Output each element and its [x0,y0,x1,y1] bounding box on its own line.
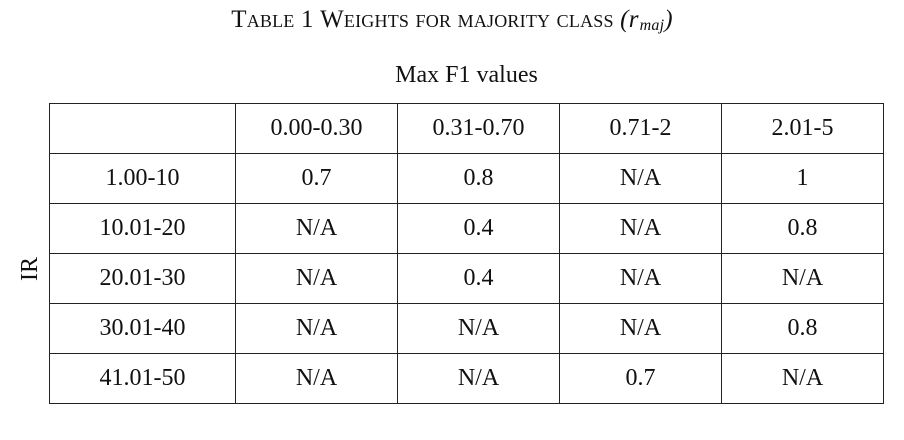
row-group-label: IR [17,257,43,281]
row-label: 41.01-50 [49,353,236,404]
table-body: 0.00-0.30 0.31-0.70 0.71-2 2.01-5 1.00-1… [49,103,884,404]
table-row: 30.01-40 N/A N/A N/A 0.8 [49,303,884,354]
table-row: 20.01-30 N/A 0.4 N/A N/A [49,253,884,304]
table-cell: N/A [559,253,722,304]
weights-table: 0.00-0.30 0.31-0.70 0.71-2 2.01-5 1.00-1… [49,103,884,404]
table-cell: N/A [559,303,722,354]
table-cell: N/A [559,203,722,254]
row-label: 30.01-40 [49,303,236,354]
table-cell: N/A [397,303,560,354]
row-label: 10.01-20 [49,203,236,254]
caption-title: Weights for majority class [320,6,614,33]
header-row: 0.00-0.30 0.31-0.70 0.71-2 2.01-5 [49,103,884,154]
row-label: 1.00-10 [49,153,236,204]
caption-symbol: (rmaj) [620,6,673,34]
table-cell: N/A [235,353,398,404]
table-cell: 0.4 [397,203,560,254]
caption-symbol-close: ) [664,6,673,33]
column-header: 0.31-0.70 [397,103,560,154]
column-group-label: Max F1 values [395,62,538,88]
column-header: 0.71-2 [559,103,722,154]
table-cell: 0.8 [397,153,560,204]
caption-label: Table 1 [231,6,314,33]
table-cell: 0.7 [559,353,722,404]
table-row: 41.01-50 N/A N/A 0.7 N/A [49,353,884,404]
column-header: 0.00-0.30 [235,103,398,154]
table-cell: 1 [721,153,884,204]
table-cell: N/A [721,353,884,404]
table-cell: 0.8 [721,203,884,254]
table-row: 1.00-10 0.7 0.8 N/A 1 [49,153,884,204]
table-cell: N/A [235,253,398,304]
table-row: 10.01-20 N/A 0.4 N/A 0.8 [49,203,884,254]
caption-symbol-base: r [628,6,639,33]
caption-symbol-open: ( [620,6,629,33]
corner-cell [49,103,236,154]
table-cell: 0.7 [235,153,398,204]
table-cell: N/A [235,203,398,254]
table-caption: Table 1 Weights for majority class (rmaj… [0,6,904,34]
caption-symbol-subscript: maj [639,17,665,34]
row-label: 20.01-30 [49,253,236,304]
table-cell: 0.4 [397,253,560,304]
table-cell: 0.8 [721,303,884,354]
column-header: 2.01-5 [721,103,884,154]
table-cell: N/A [235,303,398,354]
table-cell: N/A [559,153,722,204]
table-cell: N/A [721,253,884,304]
table-cell: N/A [397,353,560,404]
